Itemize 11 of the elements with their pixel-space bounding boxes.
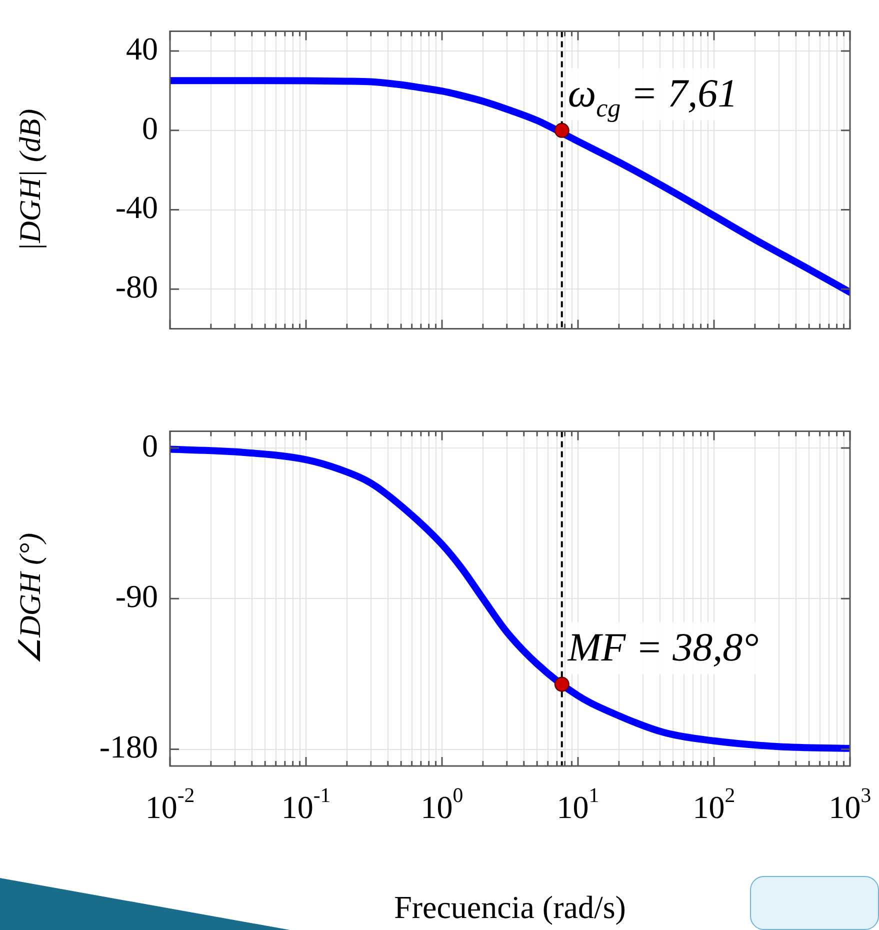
annotation: MF = 38,8° — [566, 624, 759, 670]
y-tick-label: 40 — [126, 30, 158, 66]
y-tick-label: -180 — [99, 728, 158, 765]
y-tick-label: 0 — [142, 110, 158, 146]
y-tick-label: 0 — [142, 427, 158, 464]
y-tick-label: -40 — [115, 189, 158, 226]
y-tick-label: -90 — [115, 578, 158, 614]
y-axis-title: |DGH| (dB) — [14, 108, 47, 252]
y-axis-title: ∠DGH (°) — [14, 532, 47, 664]
x-axis-title: Frecuencia (rad/s) — [394, 889, 626, 925]
y-tick-label: -80 — [115, 268, 158, 305]
